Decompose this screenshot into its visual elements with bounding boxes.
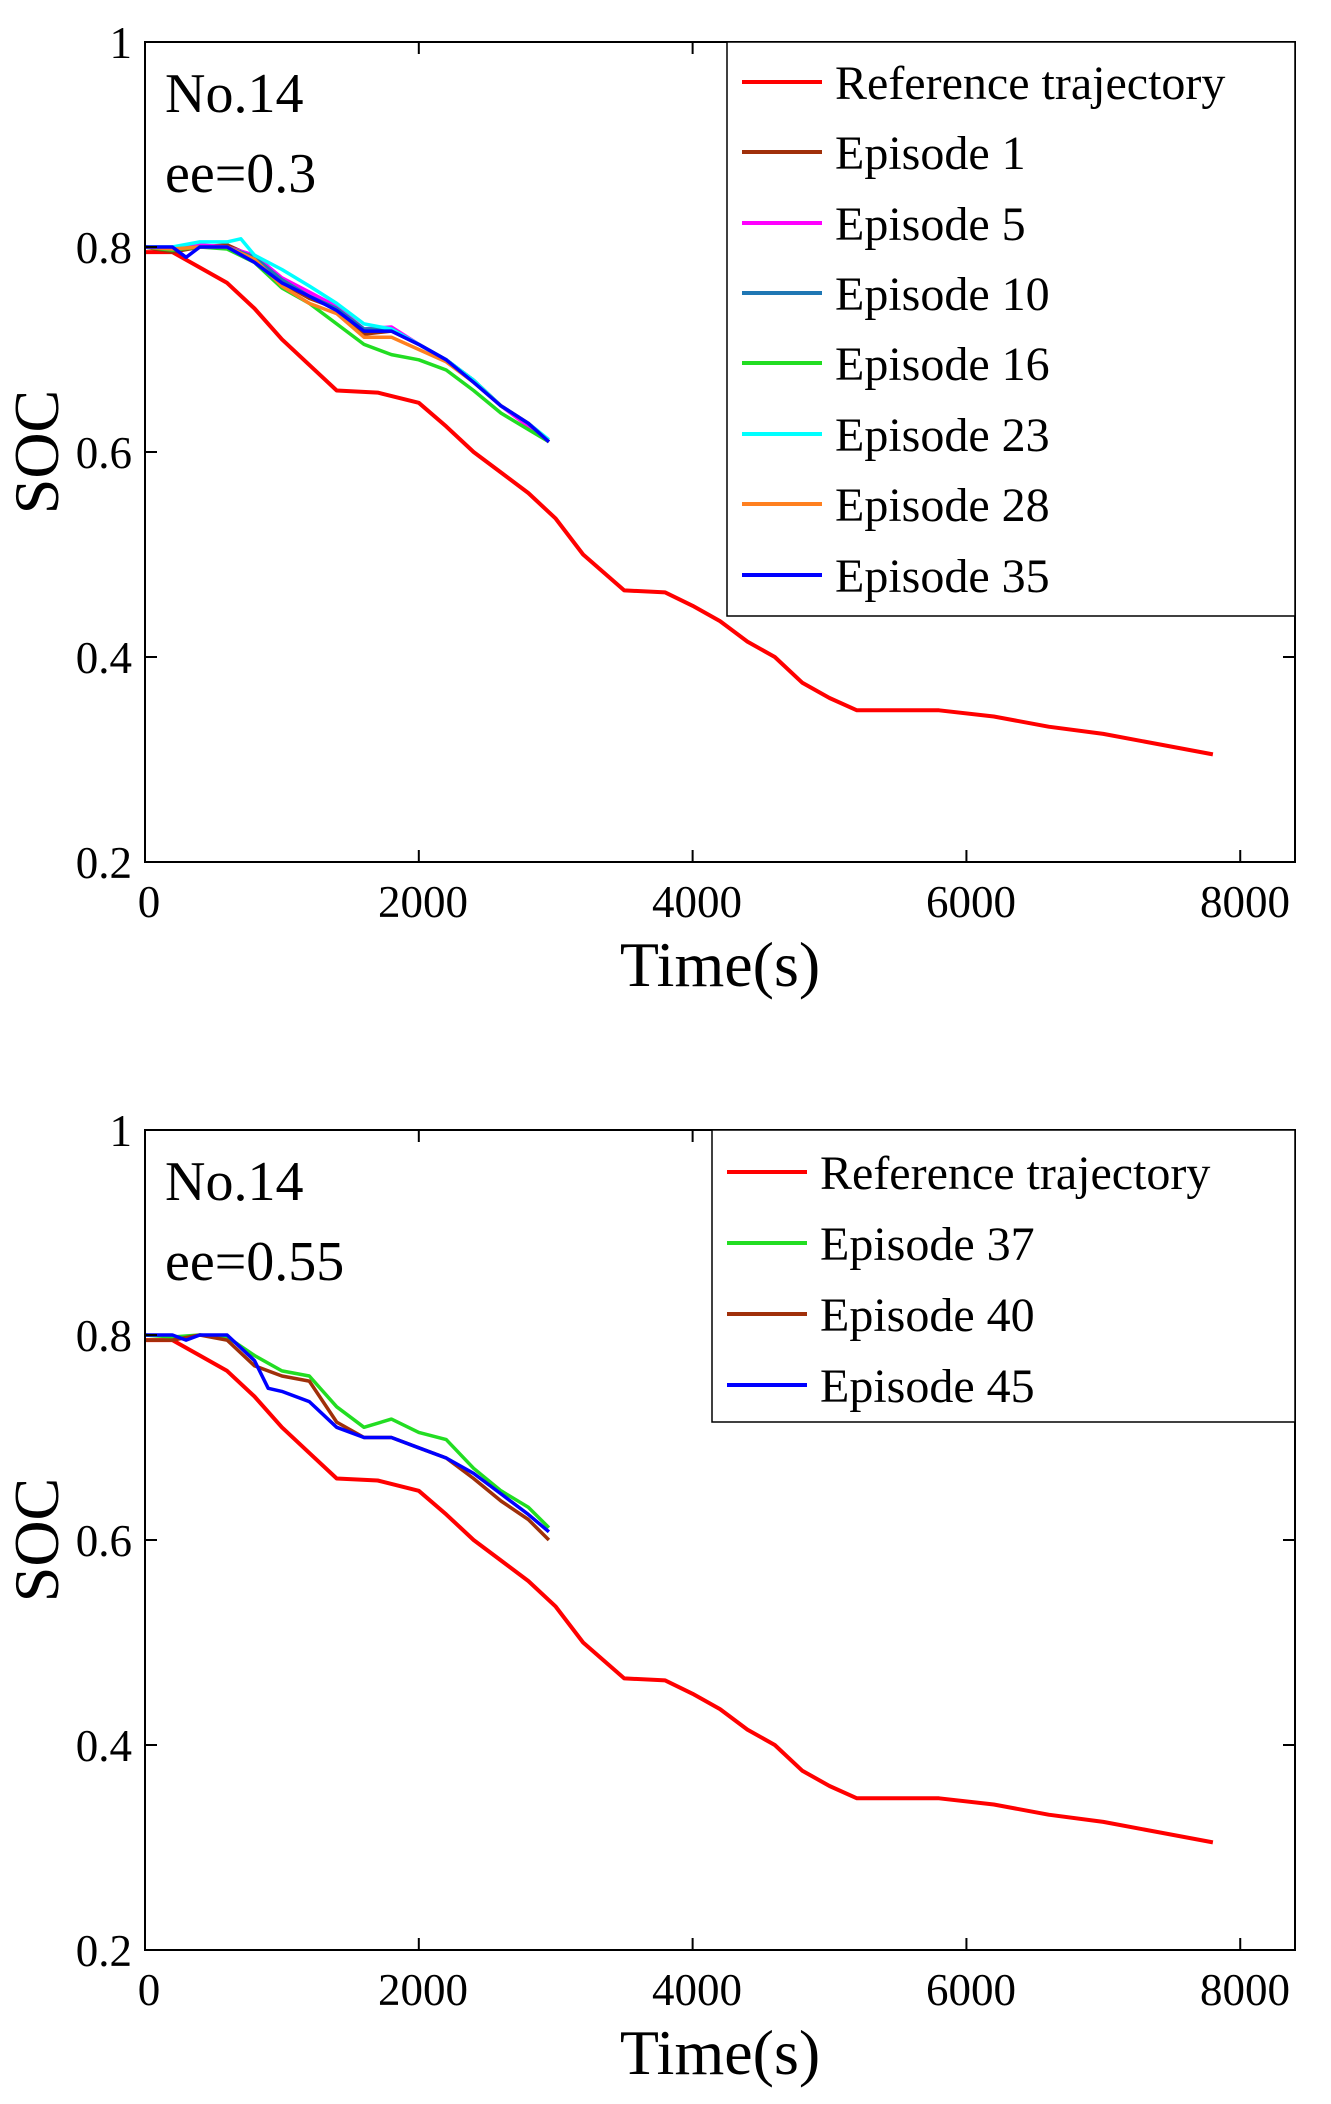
x-tick-label: 6000 bbox=[926, 1965, 1016, 2015]
y-tick-label: 0.2 bbox=[76, 1926, 132, 1976]
x-axis-title: Time(s) bbox=[620, 929, 820, 1000]
series-line-reference-trajectory bbox=[145, 250, 1214, 757]
legend-label: Reference trajectory bbox=[835, 57, 1225, 110]
y-tick-label: 0.6 bbox=[76, 428, 132, 478]
legend-label: Episode 10 bbox=[835, 268, 1050, 321]
legend-label: Episode 40 bbox=[820, 1289, 1035, 1342]
legend-label: Episode 16 bbox=[835, 338, 1050, 391]
legend-label: Episode 5 bbox=[835, 198, 1026, 251]
legend-label: Episode 45 bbox=[820, 1360, 1035, 1413]
legend-label: Reference trajectory bbox=[820, 1147, 1210, 1200]
plot-lines bbox=[144, 1333, 1214, 1845]
chart-panel-top: 1 0.8 0.6 0.4 0.2 0 2000 4000 6000 8000 … bbox=[1, 18, 1296, 1000]
panel-annotation: No.14 bbox=[165, 1151, 303, 1213]
legend-label: Episode 28 bbox=[835, 479, 1050, 532]
x-tick-label: 0 bbox=[138, 877, 161, 927]
x-tick-label: 0 bbox=[138, 1965, 161, 2015]
legend-label: Episode 35 bbox=[835, 550, 1050, 603]
panel-annotation: No.14 bbox=[165, 63, 303, 125]
x-tick-label: 2000 bbox=[378, 1965, 468, 2015]
x-tick-label: 4000 bbox=[652, 1965, 742, 2015]
y-tick-label: 0.8 bbox=[76, 223, 132, 273]
y-axis-title: SOC bbox=[1, 390, 72, 515]
legend-box bbox=[711, 1129, 1296, 1423]
series-line-episode-40 bbox=[145, 1333, 551, 1542]
panel-annotation: ee=0.3 bbox=[165, 143, 316, 205]
y-tick-label: 1 bbox=[110, 1106, 133, 1156]
legend-label: Episode 1 bbox=[835, 127, 1026, 180]
panel-annotation: ee=0.55 bbox=[165, 1231, 344, 1293]
y-tick-label: 1 bbox=[110, 18, 133, 68]
x-tick-label: 2000 bbox=[378, 877, 468, 927]
x-tick-label: 8000 bbox=[1200, 877, 1290, 927]
legend: Reference trajectory Episode 1 Episode 5… bbox=[726, 41, 1296, 617]
y-tick-label: 0.6 bbox=[76, 1516, 132, 1566]
legend-label: Episode 23 bbox=[835, 409, 1050, 462]
series-line-episode-35 bbox=[145, 245, 551, 444]
x-tick-label: 4000 bbox=[652, 877, 742, 927]
y-tick-label: 0.4 bbox=[76, 633, 132, 683]
series-line-episode-45 bbox=[145, 1333, 551, 1534]
y-tick-label: 0.4 bbox=[76, 1721, 132, 1771]
y-tick-label: 0.8 bbox=[76, 1311, 132, 1361]
x-tick-label: 6000 bbox=[926, 877, 1016, 927]
y-tick-label: 0.2 bbox=[76, 838, 132, 888]
x-axis-title: Time(s) bbox=[620, 2017, 820, 2088]
y-axis-title: SOC bbox=[1, 1478, 72, 1603]
legend: Reference trajectory Episode 37 Episode … bbox=[711, 1129, 1296, 1423]
chart-panel-bottom: 1 0.8 0.6 0.4 0.2 0 2000 4000 6000 8000 … bbox=[1, 1106, 1296, 2088]
x-tick-label: 8000 bbox=[1200, 1965, 1290, 2015]
legend-label: Episode 37 bbox=[820, 1218, 1035, 1271]
series-line-reference-trajectory bbox=[145, 1338, 1214, 1845]
legend-box bbox=[726, 41, 1296, 617]
plot-lines bbox=[144, 237, 1214, 757]
